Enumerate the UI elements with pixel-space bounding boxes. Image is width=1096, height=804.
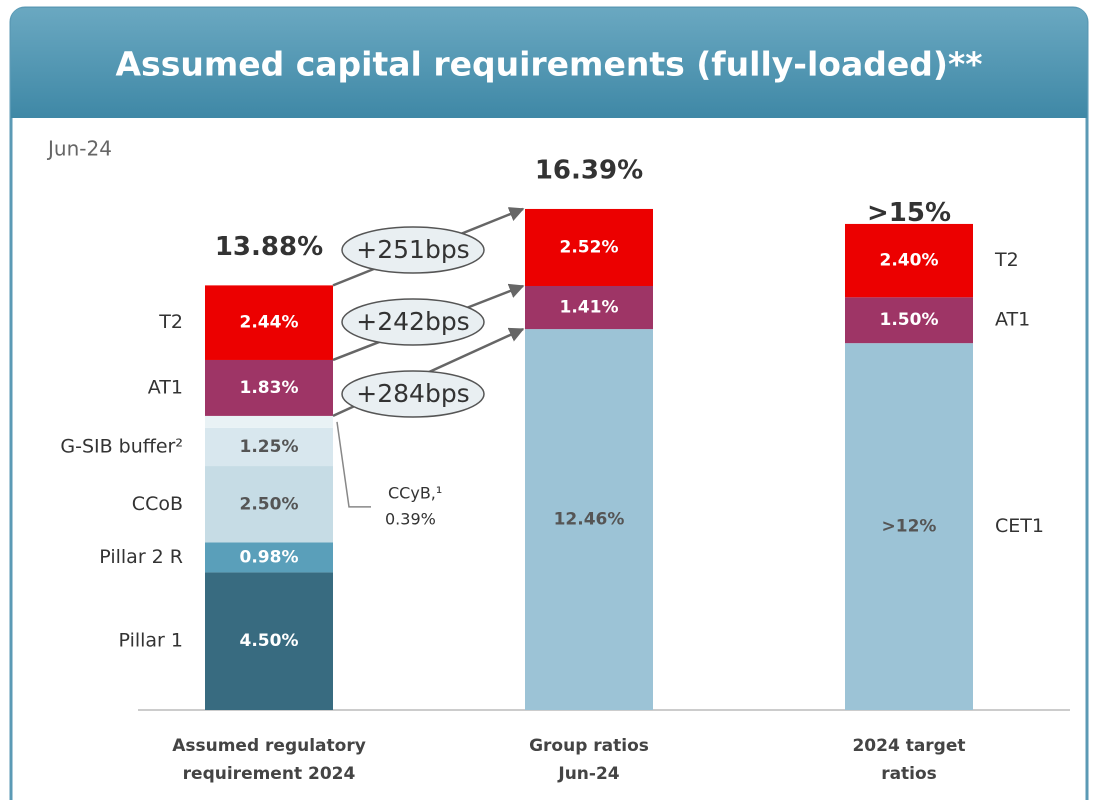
total-label: 16.39% <box>535 155 643 185</box>
bar-segment <box>205 542 333 573</box>
segment-label: T2 <box>994 249 1019 271</box>
value-label: 2.50% <box>240 494 299 514</box>
bar-segment <box>205 415 333 428</box>
annotation: +242bps <box>356 307 469 336</box>
segment-label: Pillar 2 R <box>99 546 183 568</box>
x-tick-label: 2024 target <box>852 736 965 756</box>
bar-segment <box>205 572 333 710</box>
value-label: 1.25% <box>240 437 299 457</box>
callout-line <box>336 421 371 508</box>
value-label: 2.40% <box>880 251 939 271</box>
bar-segment <box>845 297 973 344</box>
x-tick-label: ratios <box>881 764 937 784</box>
x-tick-label: Group ratios <box>529 736 649 756</box>
bar-segment <box>845 223 973 298</box>
callout-value: 0.39% <box>385 509 436 528</box>
bar-segment <box>525 329 653 710</box>
bar-segment <box>525 208 653 286</box>
value-label: 4.50% <box>240 631 299 651</box>
bar-segment <box>205 427 333 467</box>
segment-label: T2 <box>158 311 183 333</box>
bar-segment <box>205 285 333 360</box>
x-tick-label: Assumed regulatory <box>172 736 366 756</box>
segment-label: CCoB <box>132 493 183 515</box>
total-label: 13.88% <box>215 232 323 262</box>
segment-label: G-SIB buffer² <box>60 435 183 457</box>
bar-segment <box>525 285 653 330</box>
bar-segment <box>205 359 333 416</box>
subtitle: Jun-24 <box>46 137 112 161</box>
value-label: 2.44% <box>240 313 299 333</box>
chart-title: Assumed capital requirements (fully-load… <box>116 45 983 84</box>
value-label: 12.46% <box>554 510 625 530</box>
value-label: 0.98% <box>240 547 299 567</box>
value-label: 2.52% <box>560 237 619 257</box>
bar-segment <box>205 466 333 543</box>
total-label: >15% <box>867 198 951 228</box>
callout-label: CCyB,¹ <box>388 483 442 502</box>
segment-label: Pillar 1 <box>119 630 183 652</box>
header <box>11 8 1087 118</box>
segment-label: AT1 <box>148 376 183 398</box>
segment-label: AT1 <box>995 309 1030 331</box>
annotation-bubble <box>341 226 485 274</box>
annotation: +284bps <box>356 379 469 408</box>
value-label: 1.50% <box>880 310 939 330</box>
value-label: >12% <box>882 517 937 537</box>
x-tick-label: requirement 2024 <box>183 764 356 784</box>
bar-segment <box>845 343 973 710</box>
annotation-bubble <box>341 370 485 418</box>
annotation: +251bps <box>356 235 469 264</box>
x-tick-label: Jun-24 <box>557 764 619 784</box>
segment-label: CET1 <box>995 515 1044 537</box>
value-label: 1.41% <box>560 298 619 318</box>
value-label: 1.83% <box>240 378 299 398</box>
annotation-bubble <box>341 298 485 346</box>
